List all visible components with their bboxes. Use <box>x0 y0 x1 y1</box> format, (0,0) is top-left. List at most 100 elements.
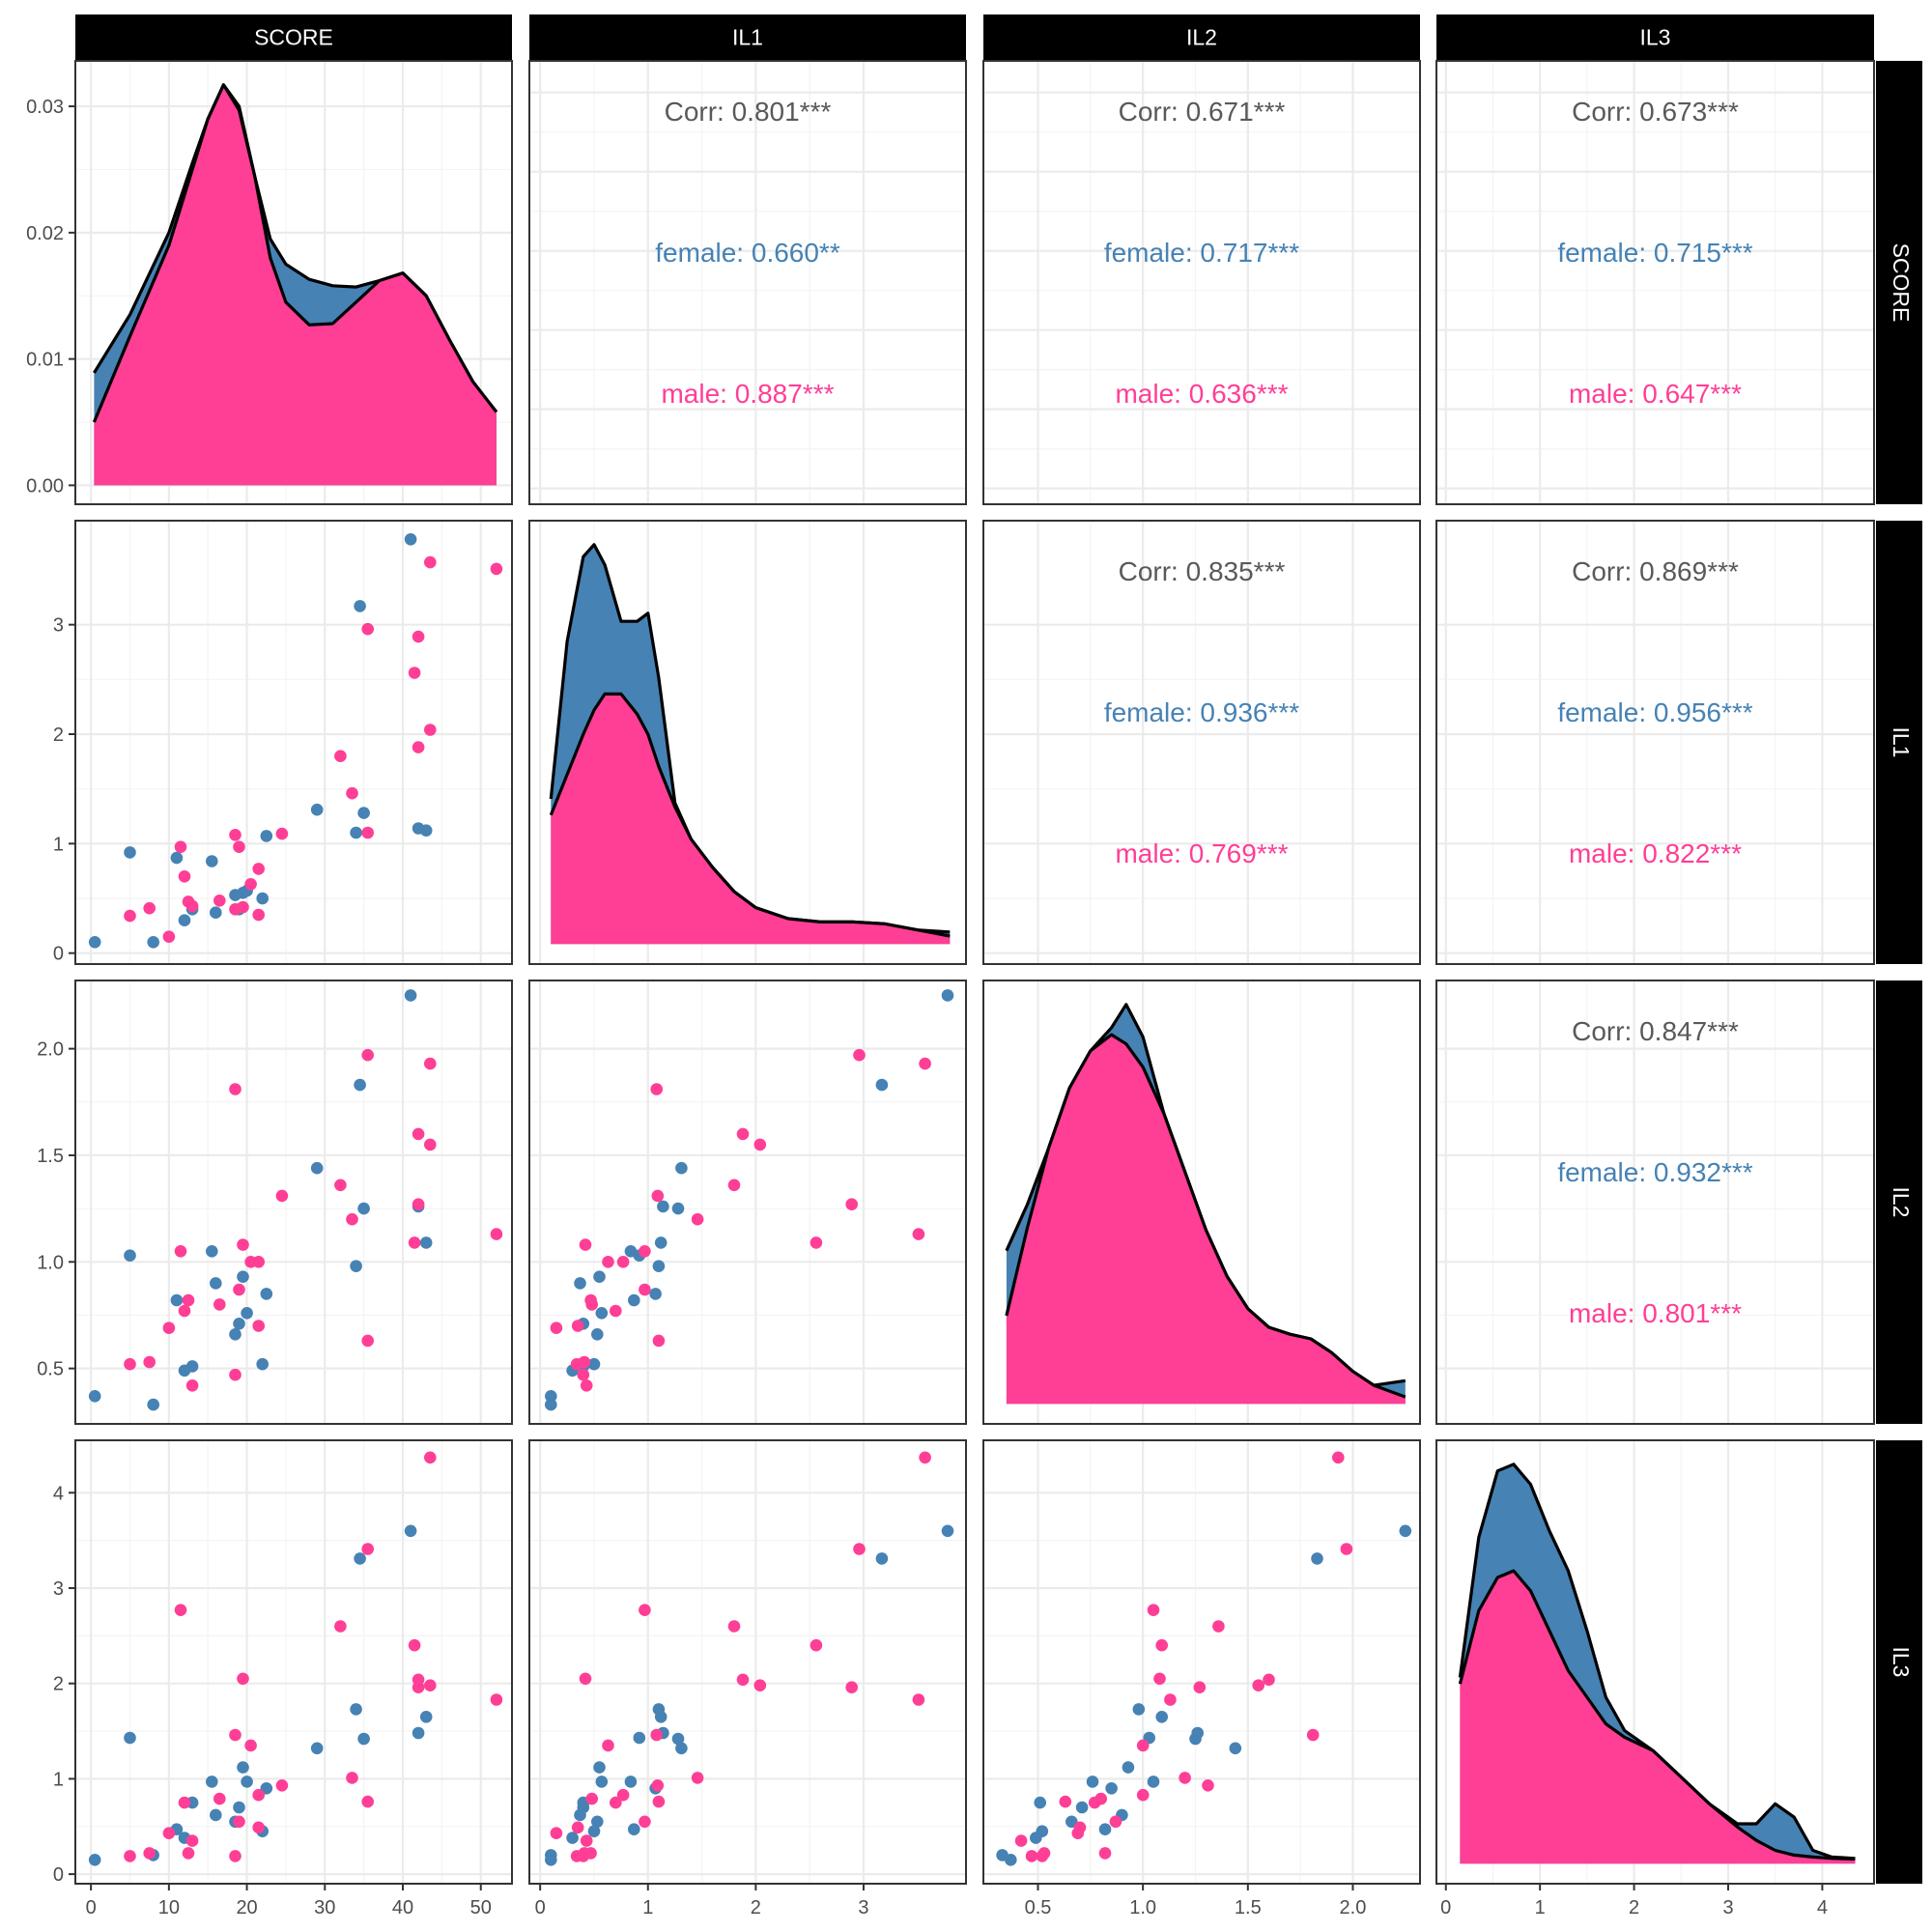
x-tick-label-score: 0 <box>86 1897 97 1918</box>
point-male-il3-vs-il2 <box>1212 1620 1225 1633</box>
y-tick-label-score: 0.00 <box>26 475 64 497</box>
point-female-il2-vs-score <box>210 1277 222 1290</box>
point-male-il3-vs-il1 <box>616 1788 630 1802</box>
panel-il1-score-background <box>75 521 512 964</box>
point-male-il2-vs-il1 <box>639 1245 651 1258</box>
point-female-il3-vs-il1 <box>591 1815 604 1829</box>
point-male-il1-vs-score <box>424 724 437 736</box>
point-male-il2-vs-il1 <box>650 1083 663 1095</box>
point-male-il3-vs-score <box>229 1728 242 1742</box>
point-male-il3-vs-il1 <box>585 1792 598 1805</box>
point-male-il2-vs-il1 <box>810 1236 823 1249</box>
point-male-il2-vs-il1 <box>912 1228 925 1240</box>
point-male-il3-vs-score <box>213 1792 226 1805</box>
point-female-il2-vs-il1 <box>652 1260 666 1272</box>
x-tick-label-score: 30 <box>314 1897 335 1918</box>
y-tick-label-score: 0.01 <box>26 350 64 371</box>
point-female-il1-vs-score <box>419 824 433 837</box>
y-tick-label-score: 0.02 <box>26 223 64 244</box>
point-female-il3-vs-il1 <box>566 1832 579 1844</box>
point-male-il3-vs-il1 <box>610 1796 622 1809</box>
point-male-il2-vs-il1 <box>602 1256 614 1268</box>
point-female-il3-vs-il1 <box>875 1552 889 1565</box>
point-male-il3-vs-score <box>252 1821 266 1834</box>
point-male-il3-vs-il2 <box>1147 1604 1160 1616</box>
panel-il1-il2-background <box>983 521 1420 964</box>
point-male-il3-vs-il2 <box>1193 1681 1207 1693</box>
point-female-il1-vs-score <box>206 855 218 867</box>
density-female-il3-outline <box>1458 1463 1856 1861</box>
point-female-il3-vs-score <box>124 1731 136 1745</box>
point-male-il3-vs-score <box>408 1638 421 1652</box>
point-female-il2-vs-score <box>350 1260 362 1272</box>
point-female-il2-vs-il1 <box>671 1202 685 1215</box>
point-male-il3-vs-il2 <box>1202 1779 1214 1792</box>
point-male-il2-vs-score <box>346 1212 358 1226</box>
strip-top-il3 <box>1436 14 1874 60</box>
point-male-il1-vs-score <box>412 630 425 643</box>
density-male-score-outline <box>92 83 498 423</box>
point-male-il2-vs-score <box>213 1298 226 1311</box>
point-female-il3-vs-score <box>206 1776 218 1788</box>
panel-il1-il3-background <box>1436 521 1874 964</box>
point-female-il3-vs-il2 <box>1105 1782 1118 1795</box>
point-male-il3-vs-il1 <box>577 1850 590 1862</box>
corr-female-il1-il2: female: 0.936*** <box>1104 697 1299 727</box>
point-male-il2-vs-il1 <box>610 1304 622 1318</box>
point-male-il2-vs-score <box>408 1236 421 1249</box>
x-tick-label-il3: 0 <box>1440 1897 1451 1918</box>
point-male-il2-vs-score <box>162 1321 176 1334</box>
point-male-il1-vs-score <box>275 827 289 840</box>
point-male-il3-vs-score <box>233 1815 245 1829</box>
point-male-il3-vs-score <box>174 1604 187 1616</box>
point-female-il3-vs-score <box>404 1524 417 1538</box>
panel-il2-il2-border <box>982 980 1421 1425</box>
point-male-il2-vs-score <box>361 1334 375 1348</box>
point-male-il3-vs-score <box>361 1795 375 1808</box>
point-female-il2-vs-score <box>404 989 417 1002</box>
point-female-il2-vs-il1 <box>591 1328 604 1341</box>
point-male-il2-vs-score <box>412 1198 425 1210</box>
point-female-il3-vs-il1 <box>941 1524 954 1538</box>
point-male-il3-vs-score <box>490 1693 503 1706</box>
point-female-il3-vs-il2 <box>1036 1825 1049 1837</box>
point-female-il3-vs-il1 <box>577 1801 590 1814</box>
point-male-il3-vs-il1 <box>912 1693 925 1706</box>
point-male-il3-vs-il2 <box>1109 1815 1122 1829</box>
strip-top-score <box>75 14 512 60</box>
point-female-il3-vs-score <box>357 1732 370 1746</box>
point-male-il2-vs-score <box>237 1238 249 1251</box>
point-female-il1-vs-score <box>354 600 366 612</box>
point-male-il3-vs-score <box>143 1847 156 1860</box>
point-male-il3-vs-il2 <box>1153 1672 1166 1686</box>
point-male-il2-vs-il1 <box>753 1138 767 1151</box>
point-male-il1-vs-score <box>252 908 266 922</box>
point-male-il3-vs-il2 <box>1014 1834 1028 1847</box>
point-male-il3-vs-score <box>185 1834 199 1847</box>
y-tick-label-il2: 0.5 <box>37 1359 64 1380</box>
y-tick-label-il1: 0 <box>53 944 64 965</box>
point-male-il1-vs-score <box>490 562 503 576</box>
y-tick-label-il1: 2 <box>53 724 64 746</box>
point-female-il2-vs-score <box>241 1307 253 1320</box>
point-male-il3-vs-score <box>237 1672 249 1686</box>
point-female-il3-vs-il2 <box>1034 1796 1046 1809</box>
point-male-il3-vs-il2 <box>1073 1821 1087 1834</box>
y-tick-label-il3: 3 <box>53 1578 64 1600</box>
point-male-il1-vs-score <box>412 741 425 753</box>
x-tick-label-il1: 0 <box>535 1897 546 1918</box>
x-tick-label-il2: 1.0 <box>1129 1897 1156 1918</box>
point-male-il1-vs-score <box>361 622 375 636</box>
point-female-il2-vs-il1 <box>624 1245 638 1258</box>
point-male-il2-vs-il1 <box>578 1355 591 1369</box>
strip-right-label-il1: IL1 <box>1889 727 1914 758</box>
point-male-il2-vs-score <box>252 1320 266 1332</box>
point-male-il3-vs-score <box>182 1847 195 1860</box>
point-male-il3-vs-il1 <box>580 1834 593 1847</box>
point-male-il3-vs-il1 <box>571 1821 584 1834</box>
point-male-il3-vs-il2 <box>1179 1772 1191 1784</box>
point-female-il1-vs-score <box>260 830 273 842</box>
point-male-il2-vs-score <box>424 1138 437 1151</box>
point-female-il3-vs-il2 <box>1147 1776 1160 1788</box>
